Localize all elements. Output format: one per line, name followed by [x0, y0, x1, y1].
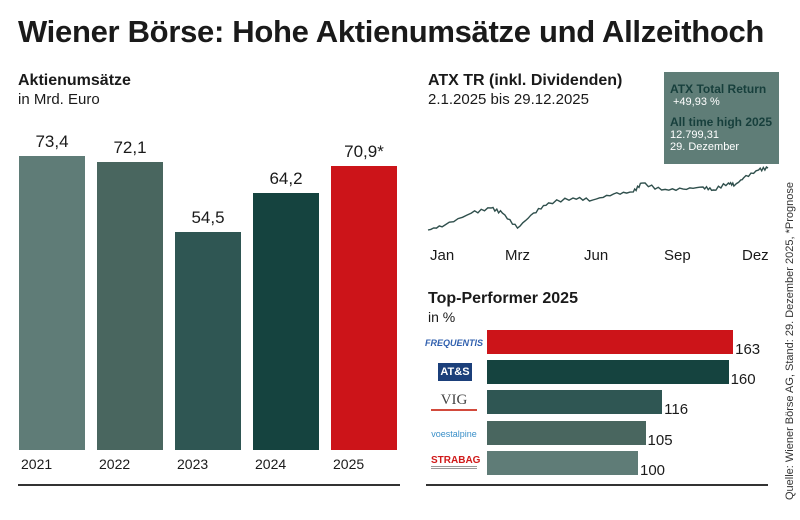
turnover-bar: [97, 161, 163, 450]
ath-date: 29. Dezember: [670, 141, 740, 153]
performer-value-label: 105: [647, 431, 673, 449]
turnover-value-label: 72,1: [113, 137, 147, 157]
top-performer-subtitle: in %: [428, 309, 456, 325]
ath-label: All time high 2025: [670, 115, 773, 129]
total-return-value: +49,93 %: [673, 96, 720, 108]
performer-bar: [487, 450, 638, 475]
turnover-bar: [331, 166, 397, 450]
turnover-bar: [175, 232, 241, 450]
turnover-value-label: 70,9*: [344, 142, 384, 162]
top-performer-baseline: [426, 484, 768, 486]
turnover-value-label: 73,4: [35, 132, 69, 152]
turnover-baseline: [18, 484, 400, 486]
x-tick-label: Mrz: [505, 247, 530, 264]
year-label: 2024: [255, 456, 287, 472]
x-tick-label: Jan: [430, 247, 455, 264]
performer-bar: [487, 390, 663, 415]
turnover-bar: [253, 193, 319, 450]
x-tick-label: Sep: [664, 247, 691, 264]
atx-subtitle: 2.1.2025 bis 29.12.2025: [428, 91, 589, 108]
year-label: 2023: [177, 456, 209, 472]
total-return-label: ATX Total Return: [670, 82, 767, 96]
turnover-value-label: 64,2: [269, 169, 303, 189]
company-logo-vig: VIG: [424, 391, 484, 413]
company-logo-ats: AT&S: [424, 361, 484, 383]
turnover-value-label: 54,5: [191, 208, 225, 227]
atx-info-box: ATX Total Return +49,93 % All time high …: [664, 72, 779, 164]
x-tick-label: Jun: [584, 247, 609, 264]
performer-value-label: 116: [664, 401, 689, 419]
performer-value-label: 163: [735, 341, 761, 358]
company-logo-text: AT&S: [438, 363, 472, 382]
company-logo-voestalpine: voestalpine: [424, 422, 484, 444]
company-logo-strabag: STRABAG: [424, 452, 484, 474]
performer-bar: [487, 360, 729, 385]
turnover-bar: [19, 156, 85, 450]
performer-bar: [487, 420, 646, 445]
x-tick-label: Dez: [742, 247, 769, 264]
company-logo-text: VIG: [431, 392, 477, 412]
year-label: 2025: [333, 456, 365, 472]
year-label: 2021: [21, 456, 53, 472]
ath-value: 12.799,31: [670, 129, 719, 141]
company-logo-text: STRABAG: [431, 455, 480, 469]
top-performer-title: Top-Performer 2025: [428, 290, 578, 307]
page-title: Wiener Börse: Hohe Aktienumsätze und All…: [18, 14, 765, 49]
atx-title: ATX TR (inkl. Dividenden): [428, 72, 623, 89]
performer-bar: [487, 330, 734, 354]
year-label: 2022: [99, 456, 131, 472]
company-logo-text: FREQUENTIS: [424, 338, 483, 348]
turnover-title: Aktienumsätze: [18, 72, 131, 89]
turnover-subtitle: in Mrd. Euro: [18, 91, 100, 108]
source-note: Quelle: Wiener Börse AG, Stand: 29. Deze…: [784, 182, 796, 500]
atx-line: [427, 165, 769, 231]
performer-value-label: 100: [640, 461, 666, 479]
company-logo-text: voestalpine: [431, 428, 477, 439]
company-logo-frequentis: FREQUENTIS: [424, 331, 484, 353]
performer-value-label: 160: [730, 371, 756, 389]
